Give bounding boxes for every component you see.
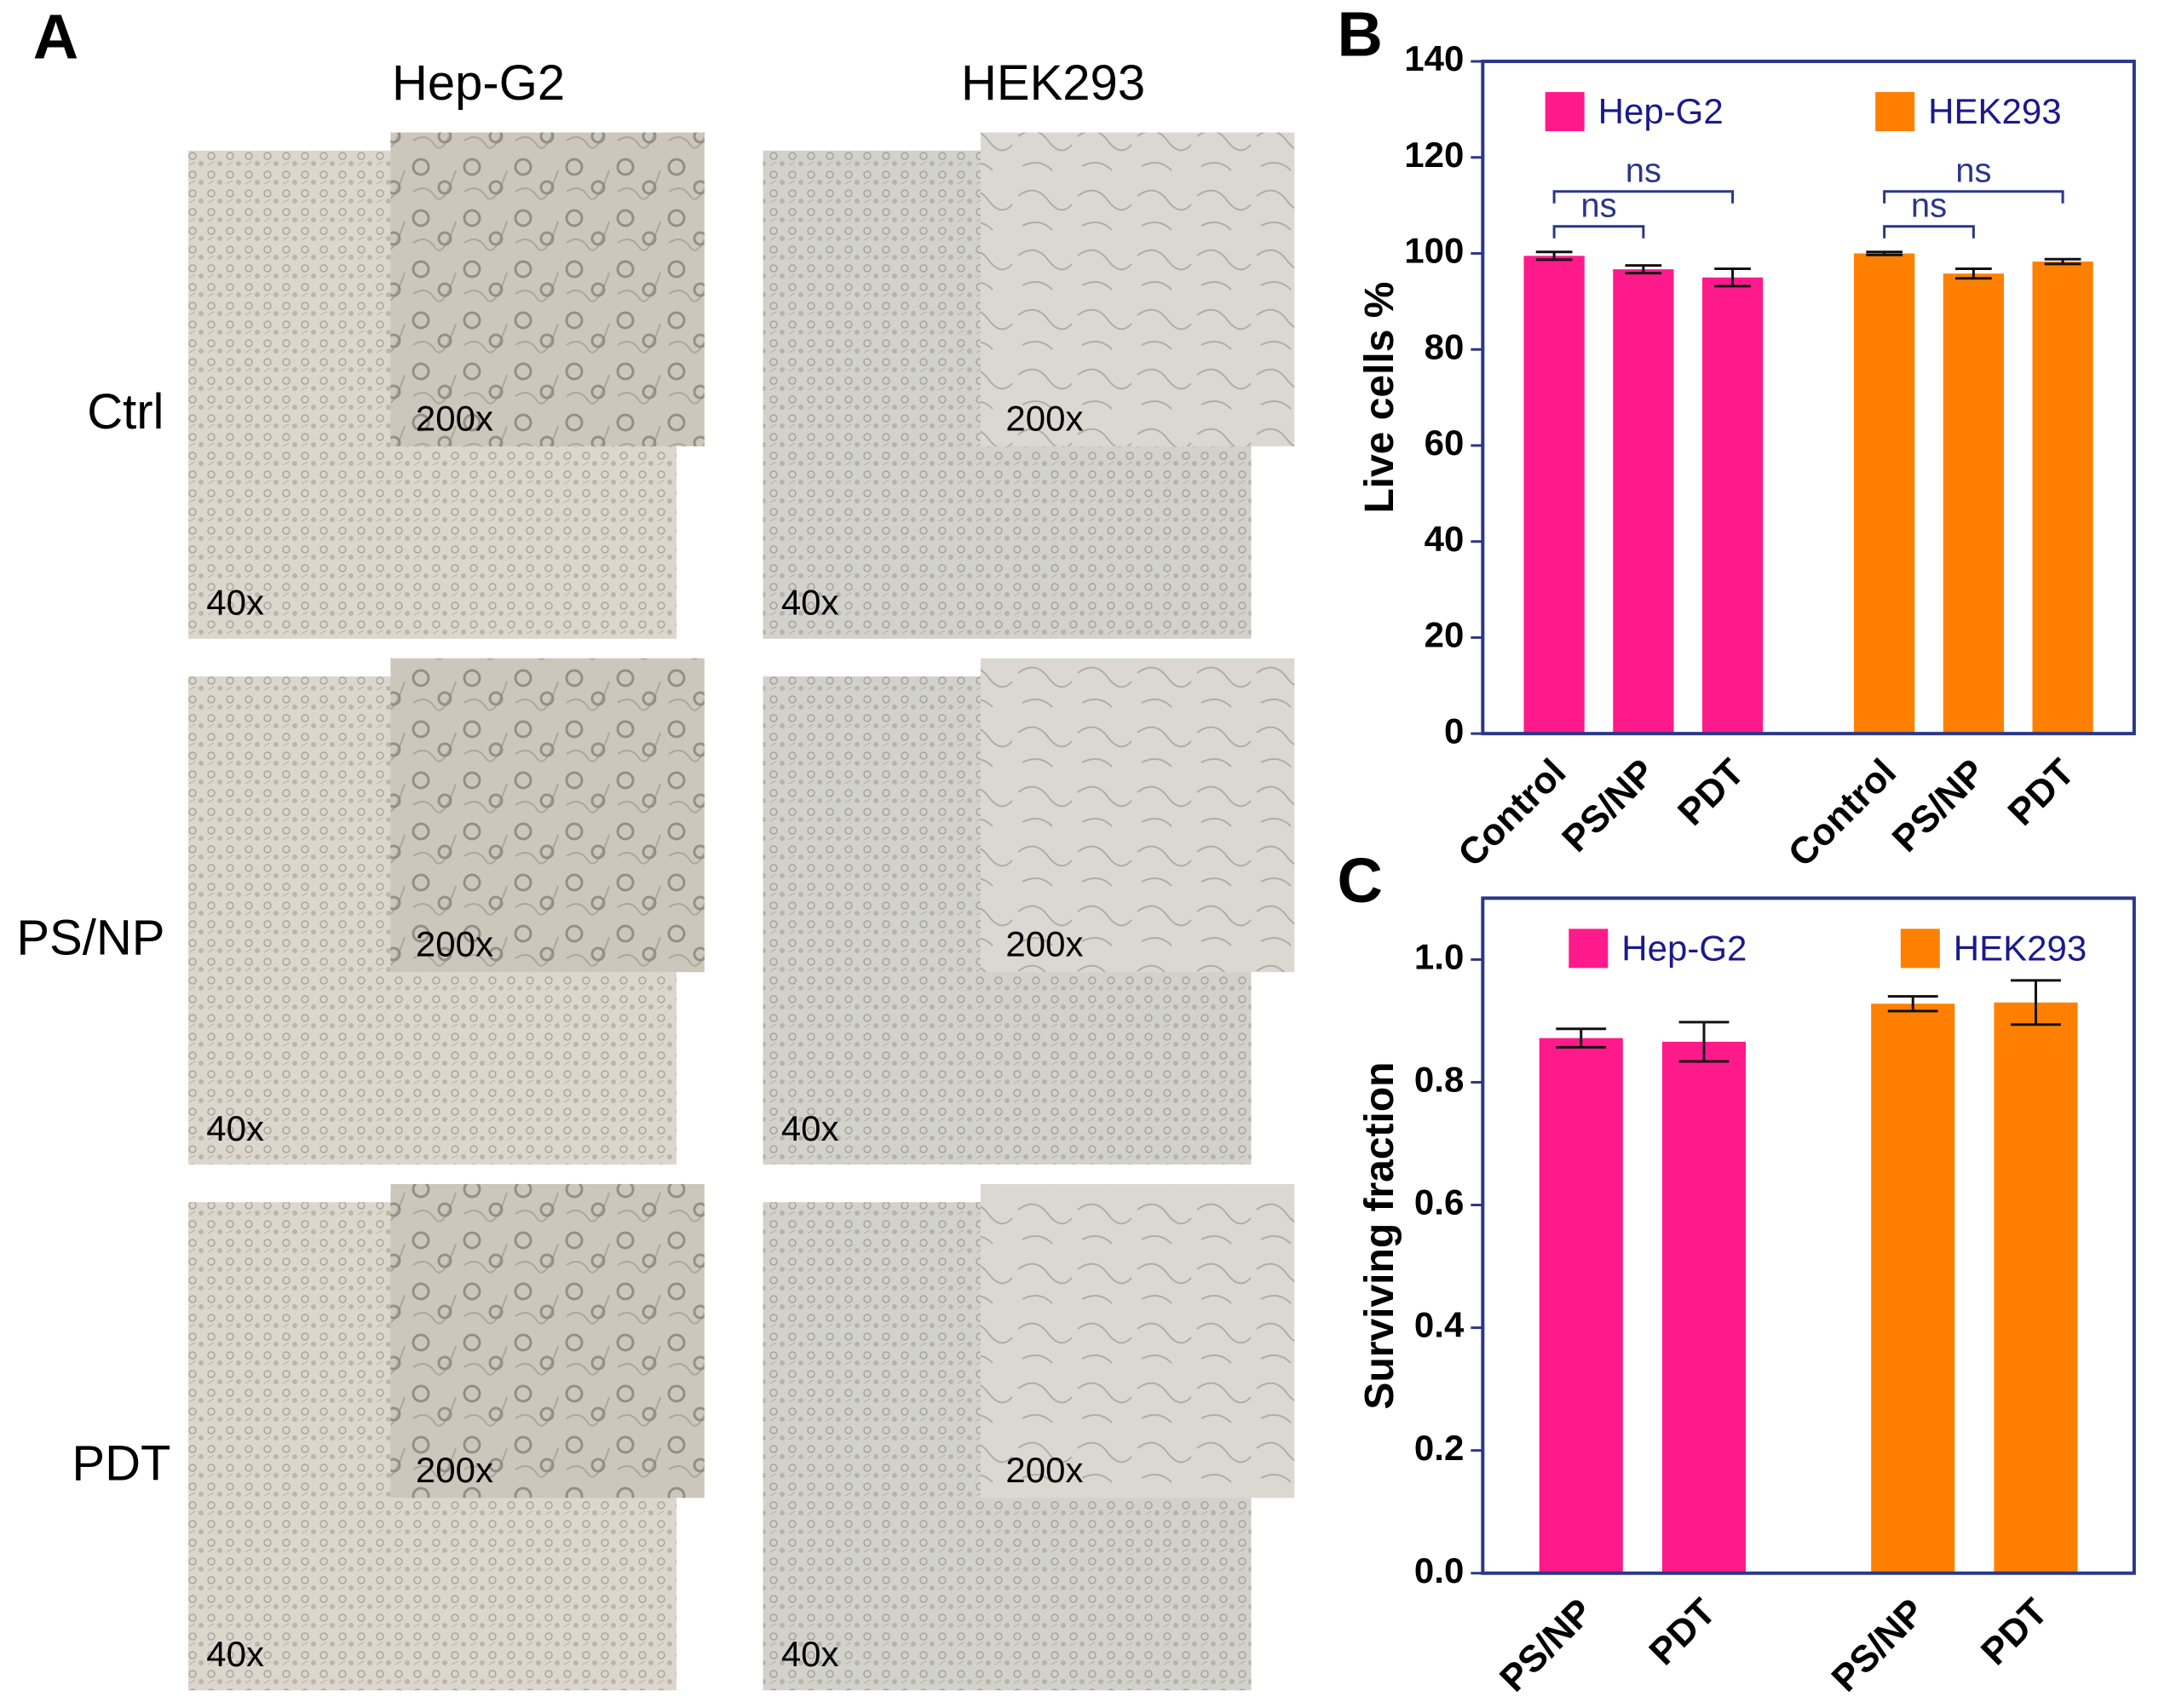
significance-label: ns — [1955, 152, 1991, 189]
x-tick-label: PDT — [1670, 751, 1753, 834]
column-header: HEK293 — [961, 55, 1145, 111]
micrograph-texture — [980, 132, 1295, 446]
micrograph-texture — [390, 658, 705, 973]
y-tick-label: 60 — [1425, 423, 1465, 463]
x-tick-label: PDT — [1973, 1590, 2056, 1673]
significance-label: ns — [1580, 187, 1616, 224]
significance-bracket — [1883, 225, 1975, 239]
y-axis-title: Live cells % — [1357, 282, 1402, 514]
significance-bracket — [1552, 190, 1735, 204]
y-tick-label: 0.8 — [1414, 1060, 1464, 1100]
x-tick-label: PDT — [1641, 1590, 1724, 1673]
y-tick-label: 20 — [1425, 615, 1465, 655]
y-tick-label: 120 — [1404, 135, 1464, 175]
magnification-label: 40x — [206, 1108, 264, 1148]
magnification-label: 40x — [781, 583, 839, 623]
magnification-label: 200x — [416, 399, 493, 439]
legend-swatch — [1569, 929, 1609, 969]
legend-swatch — [1545, 92, 1585, 132]
y-tick-label: 0.0 — [1414, 1550, 1464, 1590]
micrograph-texture — [390, 132, 705, 446]
row-label: Ctrl — [87, 384, 164, 440]
panel-label: B — [1338, 0, 1383, 69]
y-tick-label: 80 — [1425, 326, 1465, 366]
legend-swatch — [1875, 92, 1915, 132]
panel-a: A Hep-G2 HEK293 Ctrl 40x 200x 40x 200x PS/NP 40x 2… — [16, 2, 1295, 1691]
plot-frame — [1481, 896, 2136, 1575]
magnification-label: 200x — [1005, 924, 1083, 964]
legend-label: HEK293 — [1954, 928, 2087, 968]
significance-bracket — [1883, 190, 2064, 204]
bar — [1613, 269, 1674, 734]
legend-label: HEK293 — [1928, 91, 2061, 131]
legend-swatch — [1900, 929, 1940, 969]
y-tick-label: 0.6 — [1414, 1182, 1464, 1222]
y-tick-label: 1.0 — [1414, 936, 1464, 976]
y-tick-label: 100 — [1404, 231, 1464, 271]
magnification-label: 200x — [1005, 399, 1083, 439]
magnification-label: 40x — [206, 583, 264, 623]
micrograph-texture — [980, 658, 1295, 973]
row-label: PS/NP — [16, 910, 164, 965]
y-tick-label: 140 — [1404, 38, 1464, 78]
x-tick-label: Control — [1450, 751, 1574, 875]
magnification-label: 40x — [781, 1634, 839, 1674]
bar — [1661, 1041, 1747, 1573]
bar — [1701, 277, 1764, 734]
x-tick-label: PS/NP — [1823, 1590, 1932, 1699]
magnification-label: 200x — [416, 1450, 493, 1490]
bar — [1871, 1004, 1955, 1573]
magnification-label: 200x — [1005, 1450, 1083, 1490]
plot-frame — [1481, 60, 2136, 736]
x-tick-label: PS/NP — [1885, 751, 1994, 860]
panel-label: A — [33, 2, 78, 72]
row-label: PDT — [72, 1436, 170, 1492]
bar — [1539, 1038, 1623, 1573]
x-tick-label: PDT — [2000, 751, 2083, 834]
bar — [1994, 1002, 2078, 1573]
panel-label: C — [1338, 845, 1383, 916]
y-tick-label: 0 — [1444, 710, 1464, 750]
legend-label: Hep-G2 — [1621, 928, 1747, 968]
bar — [1854, 253, 1915, 734]
charts: B 0 20 40 60 80 100 120 140 Live cells % Hep-G2 Con… — [1338, 0, 2136, 1699]
significance-label: ns — [1626, 152, 1661, 189]
y-tick-label: 0.4 — [1414, 1305, 1465, 1345]
magnification-label: 40x — [206, 1634, 264, 1674]
y-axis-title: Surviving fraction — [1357, 1062, 1402, 1410]
micrograph-texture — [980, 1183, 1295, 1498]
bar — [1523, 256, 1585, 734]
column-header: Hep-G2 — [392, 55, 565, 111]
y-tick-label: 40 — [1425, 519, 1465, 559]
legend-label: Hep-G2 — [1598, 91, 1724, 131]
x-tick-label: Control — [1781, 751, 1904, 875]
significance-bracket — [1552, 225, 1645, 239]
significance-label: ns — [1911, 187, 1947, 224]
bar — [2032, 262, 2093, 734]
micrograph-texture — [390, 1183, 705, 1498]
bar — [1943, 273, 2004, 734]
magnification-label: 200x — [416, 924, 493, 964]
magnification-label: 40x — [781, 1108, 839, 1148]
x-tick-label: PS/NP — [1554, 751, 1663, 860]
x-tick-label: PS/NP — [1492, 1590, 1601, 1699]
y-tick-label: 0.2 — [1414, 1428, 1464, 1468]
